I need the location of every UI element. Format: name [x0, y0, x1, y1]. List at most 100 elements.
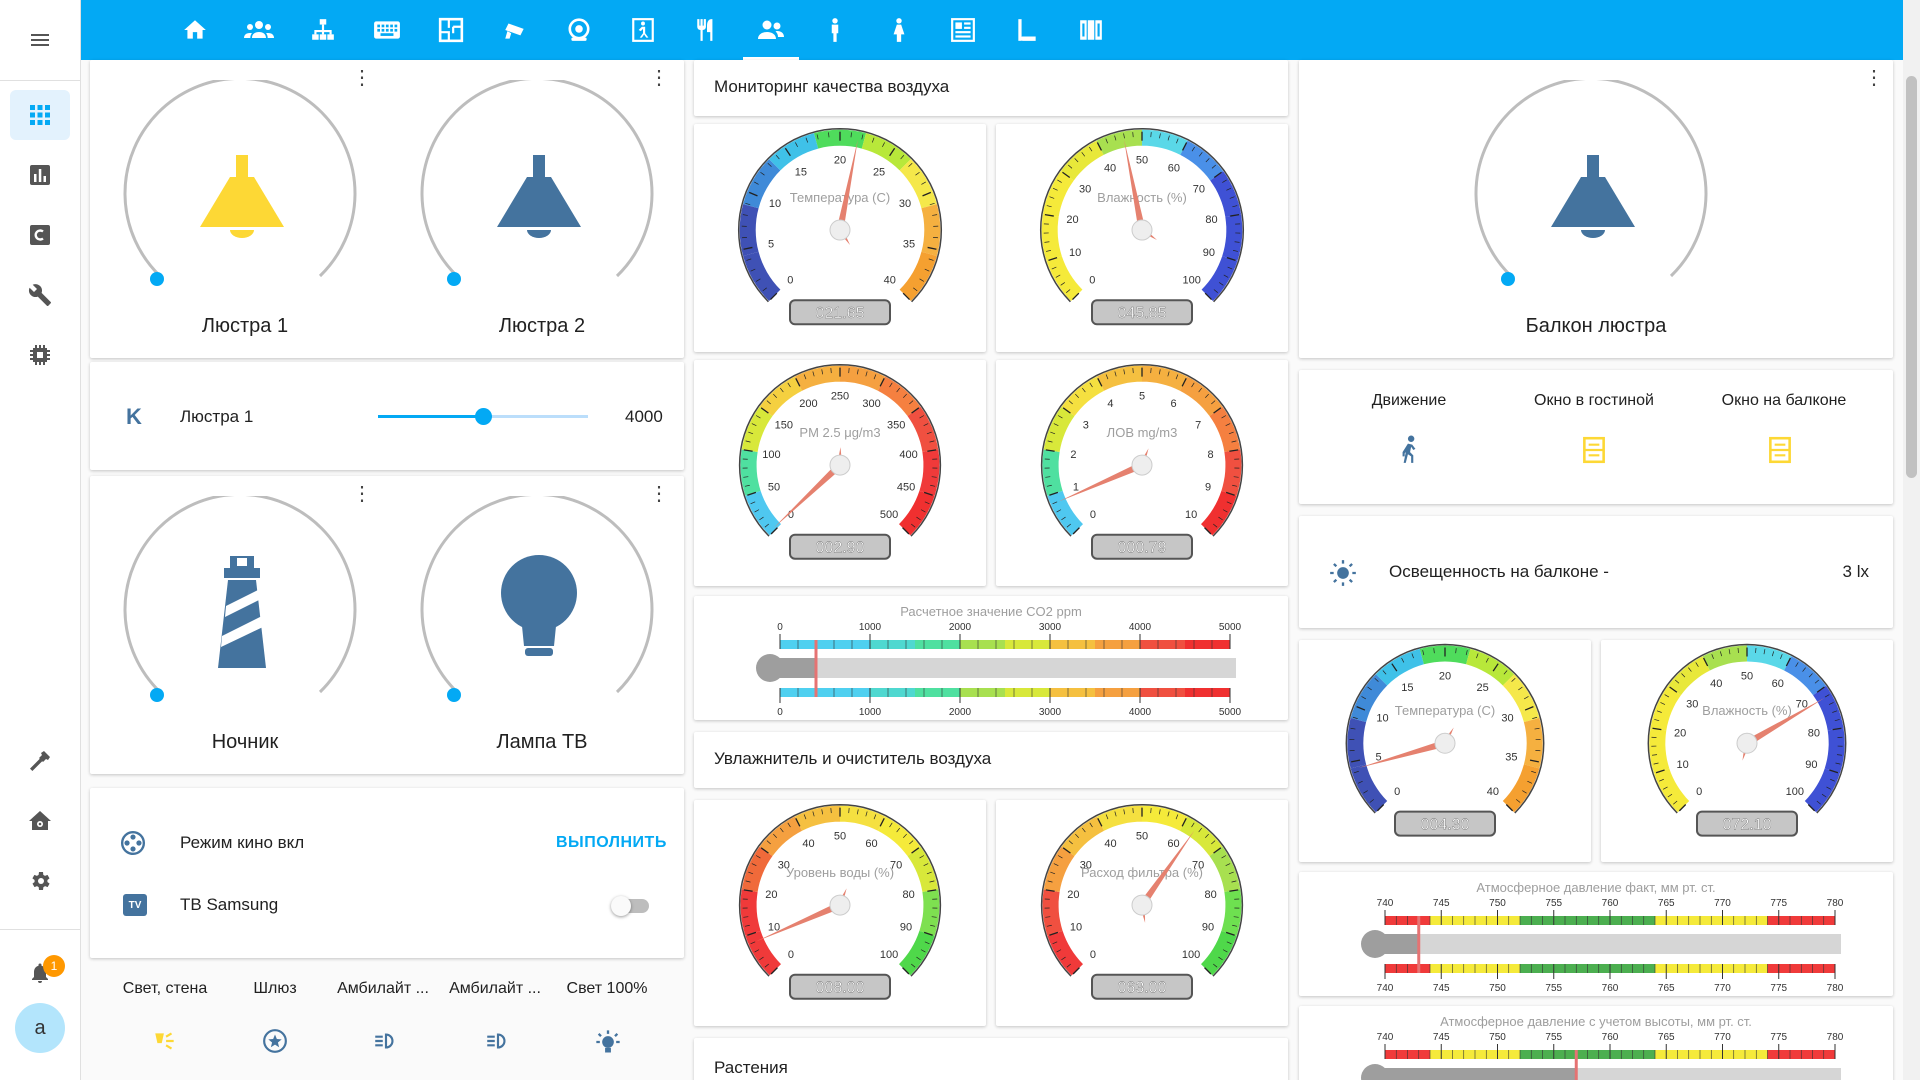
air-quality-header: Мониторинг качества воздуха	[694, 60, 1288, 116]
tick-label: 0	[777, 707, 783, 718]
film-reel-icon	[120, 830, 146, 856]
light-100-button[interactable]	[594, 1028, 622, 1056]
avatar[interactable]: a	[15, 1003, 65, 1053]
more-options-button[interactable]: ⋮	[649, 483, 669, 505]
tick-label: 3000	[1039, 707, 1062, 718]
gauge-tick-label: 20	[765, 889, 777, 901]
gauge-tick-label: 80	[1808, 728, 1820, 740]
tab-exit[interactable]	[611, 0, 675, 60]
more-options-button[interactable]: ⋮	[352, 483, 372, 505]
gateway-button[interactable]	[262, 1028, 288, 1054]
more-options-button[interactable]: ⋮	[1864, 67, 1884, 89]
tick-label: 0	[777, 622, 783, 633]
network-icon	[312, 19, 334, 40]
gauge-tick-label: 200	[799, 398, 817, 410]
tv-toggle[interactable]	[611, 896, 649, 916]
tab-man[interactable]	[803, 0, 867, 60]
light-name-1: Люстра 1	[201, 315, 289, 337]
tab-book[interactable]	[995, 0, 1059, 60]
keyboard-icon	[374, 21, 400, 39]
gauge-tick-label: 60	[865, 838, 877, 850]
tab-woman[interactable]	[867, 0, 931, 60]
gauge-tick-label: 30	[1079, 184, 1091, 196]
gauge-tick-label: 30	[1080, 859, 1092, 871]
menu-icon	[31, 34, 49, 46]
humidifier-header: Увлажнитель и очиститель воздуха	[694, 732, 1288, 788]
gauge-tick-label: 50	[1136, 831, 1148, 843]
gauge-value: 072.10	[1723, 817, 1772, 834]
tab-robot-vacuum[interactable]	[547, 0, 611, 60]
tab-panel[interactable]	[931, 0, 995, 60]
menu-button[interactable]	[0, 0, 80, 80]
sidebar-item-history[interactable]	[10, 150, 70, 200]
execute-button[interactable]: ВЫПОЛНИТЬ	[556, 834, 667, 851]
gauge-title: Влажность (%)	[1097, 190, 1187, 205]
more-options-button[interactable]: ⋮	[352, 67, 372, 89]
gauge-tick-label: 10	[769, 198, 781, 210]
tick-label: 4000	[1129, 622, 1152, 633]
memory-icon	[30, 345, 50, 365]
plants-header: Растения	[694, 1038, 1288, 1080]
ambilight-button-1[interactable]	[372, 1028, 400, 1054]
gauge-title: PM 2.5 μg/m3	[799, 425, 880, 440]
light-dial-4[interactable]	[417, 496, 667, 736]
tab-people[interactable]	[739, 0, 803, 60]
sidebar-item-settings[interactable]	[10, 856, 70, 906]
gauge-tick-label: 100	[1182, 949, 1200, 961]
gauge-tick-label: 10	[1376, 712, 1388, 724]
light-dial-1[interactable]	[120, 80, 370, 320]
gauge-tick-label: 50	[834, 831, 846, 843]
tick-label: 750	[1489, 983, 1506, 994]
gauge-tick-label: 0	[1090, 509, 1096, 521]
tick-label: 770	[1714, 898, 1731, 909]
gauge-tick-label: 50	[1136, 155, 1148, 167]
sidebar-item-console[interactable]	[10, 210, 70, 260]
sidebar-item-hardware[interactable]	[10, 330, 70, 380]
more-options-button[interactable]: ⋮	[649, 67, 669, 89]
sidebar-item-tools[interactable]	[10, 270, 70, 320]
tab-blinds[interactable]	[1059, 0, 1123, 60]
tab-users[interactable]	[227, 0, 291, 60]
wall-light-button[interactable]	[152, 1028, 178, 1054]
gauge-value: 000.79	[1118, 540, 1167, 557]
scrollbar-thumb[interactable]	[1906, 76, 1917, 478]
gauge-tick-label: 40	[884, 275, 896, 287]
tab-network[interactable]	[291, 0, 355, 60]
lighthouse-icon	[218, 556, 266, 668]
light-dial-3[interactable]	[120, 496, 370, 736]
light-dial-balcony[interactable]	[1471, 80, 1721, 320]
tab-floorplan[interactable]	[419, 0, 483, 60]
humidity-gauge: 0 10 20 30 40 50 60 70 80 90 100 Влажность (%) 045.8…	[1039, 127, 1245, 326]
tab-home[interactable]	[163, 0, 227, 60]
pressure-alt-linear-gauge: Атмосферное давление с учетом высоты, мм…	[1361, 1014, 1844, 1080]
slider-knob[interactable]	[475, 408, 492, 425]
sidebar-item-dashboard[interactable]	[10, 90, 70, 140]
tab-keyboard[interactable]	[355, 0, 419, 60]
gauge-title: Расход фильтра (%)	[1081, 865, 1203, 880]
gauge-value: 002.90	[816, 540, 865, 557]
pressure-card: Атмосферное давление факт, мм рт. ст. 740…	[1299, 872, 1893, 996]
gauge-tick-label: 10	[768, 922, 780, 934]
gauge-title: ЛОВ mg/m3	[1107, 425, 1178, 440]
gauge-tick-label: 6	[1170, 398, 1176, 410]
gauge-tick-label: 0	[1696, 786, 1702, 798]
gauge-title: Влажность (%)	[1702, 703, 1792, 718]
gauge-tick-label: 30	[1686, 698, 1698, 710]
tab-cctv[interactable]	[483, 0, 547, 60]
gauge-tick-label: 70	[1192, 859, 1204, 871]
gauge-card-pm: 0 50 100 150 200 250 300 350 400 450 500 PM 2.5 μg/…	[694, 360, 986, 586]
color-temp-card: K Люстра 1 4000	[90, 362, 684, 470]
sidebar-item-supervisor[interactable]	[10, 796, 70, 846]
ambilight-button-2[interactable]	[484, 1028, 512, 1054]
tick-label: 745	[1433, 1032, 1450, 1043]
slider-track[interactable]	[378, 408, 588, 425]
sidebar-item-developer[interactable]	[10, 736, 70, 786]
gauge-tick-label: 500	[880, 509, 898, 521]
tab-kitchen[interactable]	[675, 0, 739, 60]
gauge-tick-label: 90	[1805, 759, 1817, 771]
sidebar: 1 a	[0, 0, 81, 1080]
gauge-tick-label: 35	[1505, 751, 1517, 763]
gauge-tick-label: 300	[862, 398, 880, 410]
light-dial-2[interactable]	[417, 80, 667, 320]
air-quality-title: Мониторинг качества воздуха	[714, 77, 950, 96]
